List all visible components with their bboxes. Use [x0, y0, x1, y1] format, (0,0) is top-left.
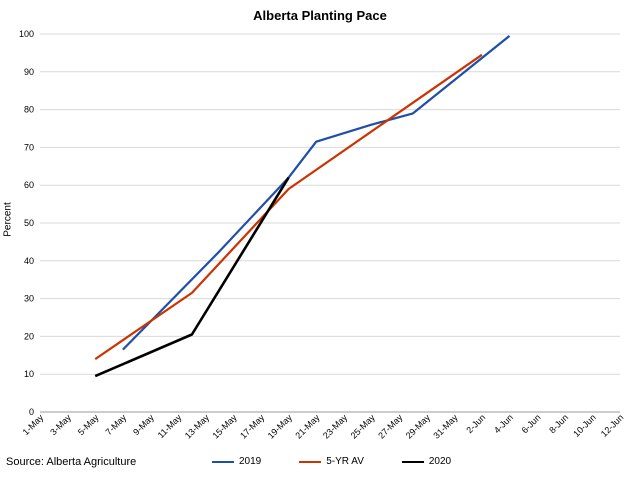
chart-title: Alberta Planting Pace	[253, 8, 387, 23]
y-tick-label: 40	[24, 256, 34, 266]
legend-swatch	[299, 460, 322, 463]
y-tick-label: 90	[24, 67, 34, 77]
x-tick-label: 23-May	[321, 412, 350, 441]
y-tick-label: 80	[24, 105, 34, 115]
x-tick-label: 7-May	[104, 412, 129, 437]
x-tick-label: 5-May	[76, 412, 101, 437]
x-tick-label: 19-May	[266, 412, 295, 441]
x-tick-label: 9-May	[131, 412, 156, 437]
x-tick-label: 31-May	[431, 412, 460, 441]
series-line-5-yr-av	[94, 53, 483, 361]
x-tick-label: 25-May	[349, 412, 378, 441]
gridlines	[40, 33, 620, 413]
x-tick-label: 12-Jun	[599, 412, 626, 439]
series-line-2020	[94, 176, 290, 378]
source-note: Source: Alberta Agriculture	[6, 456, 137, 468]
x-tick-label: 29-May	[404, 412, 433, 441]
y-tick-label: 20	[24, 331, 34, 341]
x-tick-label: 21-May	[293, 412, 322, 441]
x-tick-label: 13-May	[183, 412, 212, 441]
legend-item: 2020	[401, 456, 452, 467]
x-tick-label: 6-Jun	[520, 412, 543, 435]
x-tick-label: 11-May	[156, 412, 184, 440]
y-tick-labels: 0 10 20 30 40 50 60 70 80 90 100	[19, 29, 34, 417]
legend-label: 2019	[239, 456, 262, 467]
x-tick-label: 10-Jun	[571, 412, 598, 439]
legend-label: 2020	[428, 456, 452, 467]
y-tick-label: 10	[24, 369, 34, 379]
x-tick-labels: 1-May 3-May 5-May 7-May 9-May 11-May 13-May 15-…	[21, 412, 626, 441]
x-tick-label: 3-May	[48, 412, 73, 437]
legend-label: 5-YR AV	[326, 456, 364, 467]
series-lines	[94, 35, 511, 378]
x-tick-label: 4-Jun	[492, 412, 515, 435]
legend-swatch	[212, 460, 234, 463]
legend-swatch	[401, 460, 424, 463]
x-tick-label: 8-Jun	[547, 412, 570, 435]
legend-item: 2019	[212, 456, 261, 467]
x-tick-label: 15-May	[210, 412, 239, 441]
y-tick-label: 0	[29, 407, 34, 417]
y-tick-label: 70	[24, 142, 34, 152]
series-line-2019	[122, 35, 511, 351]
y-tick-label: 30	[24, 294, 34, 304]
legend-item: 5-YR AV	[299, 456, 364, 467]
legend: 2019 5-YR AV 2020	[212, 456, 451, 467]
x-tick-label: 17-May	[238, 412, 267, 441]
x-tick-label: 2-Jun	[464, 412, 487, 435]
y-tick-label: 60	[24, 180, 34, 190]
y-tick-label: 100	[19, 29, 34, 39]
y-tick-label: 50	[24, 218, 34, 228]
x-tick-label: 27-May	[376, 412, 405, 441]
